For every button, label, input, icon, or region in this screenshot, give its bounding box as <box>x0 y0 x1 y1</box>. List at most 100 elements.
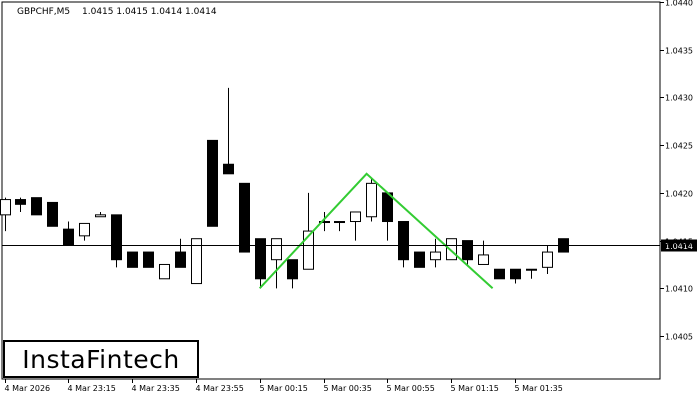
y-tick-label: 1.0440 <box>665 0 693 8</box>
bear-candle-body <box>223 163 234 175</box>
bear-candle-body <box>63 228 74 246</box>
candle <box>175 238 186 268</box>
candle <box>127 251 138 268</box>
candle <box>510 268 521 284</box>
candle <box>79 222 90 241</box>
bear-candle-body <box>175 251 186 268</box>
bull-candle-body <box>159 263 170 280</box>
candle <box>239 182 250 253</box>
y-axis: 1.04401.04351.04301.04251.04201.04151.04… <box>660 0 693 342</box>
x-tick-label: 4 Mar 23:55 <box>196 384 244 393</box>
candle <box>542 245 553 275</box>
bear-candle-body <box>494 268 505 280</box>
double-top-pattern-line <box>258 172 494 290</box>
y-tick-label: 1.0420 <box>665 190 693 199</box>
y-tick-label: 1.0430 <box>665 94 693 103</box>
watermark-text: InstaFintech <box>22 344 180 374</box>
candle <box>526 268 537 279</box>
bear-candle-body <box>510 268 521 280</box>
ohlc-values: 1.0415 1.0415 1.0414 1.0414 <box>82 7 217 17</box>
candle <box>15 197 26 212</box>
bull-candle-body <box>319 221 330 224</box>
bear-candle-body <box>47 201 58 227</box>
pattern-layer <box>258 172 494 290</box>
bull-candle-body <box>446 238 457 261</box>
x-tick-label: 4 Mar 23:35 <box>132 384 180 393</box>
bull-candle-body <box>95 214 106 218</box>
bear-candle-body <box>207 139 218 227</box>
bull-candle-body <box>303 230 314 270</box>
y-tick-label: 1.0410 <box>665 285 693 294</box>
candle <box>494 268 505 280</box>
bull-candle-body <box>334 221 345 224</box>
bull-candle-body <box>79 222 90 237</box>
candle <box>207 139 218 227</box>
bear-candle-body <box>15 199 26 205</box>
bull-candle-body <box>271 238 282 261</box>
x-tick-label: 4 Mar 23:15 <box>68 384 116 393</box>
bear-candle-body <box>255 238 266 280</box>
current-price-label: 1.0414 <box>665 242 693 251</box>
bull-candle-body <box>430 251 441 261</box>
x-tick-label: 5 Mar 00:35 <box>324 384 372 393</box>
candle <box>398 221 409 268</box>
x-tick-label: 5 Mar 01:15 <box>451 384 499 393</box>
bear-candle-body <box>127 251 138 268</box>
x-tick-label: 5 Mar 01:35 <box>515 384 563 393</box>
candle <box>31 197 42 216</box>
candle <box>350 211 361 241</box>
plot-border <box>1 1 661 380</box>
candle <box>414 251 425 268</box>
candles-layer <box>0 87 569 289</box>
candle <box>287 259 298 289</box>
candle <box>303 192 314 270</box>
candle <box>95 211 106 218</box>
y-tick-label: 1.0425 <box>665 142 693 151</box>
candle <box>446 238 457 261</box>
bear-candle-body <box>287 259 298 280</box>
bull-candle-body <box>478 254 489 265</box>
bear-candle-body <box>462 240 473 261</box>
candle <box>47 201 58 227</box>
x-tick-label: 5 Mar 00:15 <box>260 384 308 393</box>
candle <box>223 87 234 175</box>
y-tick-label: 1.0405 <box>665 333 693 342</box>
candle <box>366 178 377 222</box>
bull-candle-body <box>0 199 11 216</box>
x-tick-label: 4 Mar 2026 <box>5 384 51 393</box>
bear-candle-body <box>414 251 425 268</box>
bull-candle-body <box>366 182 377 218</box>
bull-candle-body <box>526 268 537 271</box>
candle <box>430 238 441 268</box>
current-price-line-layer: 1.0414 <box>2 239 697 252</box>
candle <box>462 240 473 265</box>
candle <box>111 214 122 268</box>
candle <box>143 251 154 268</box>
x-axis: 4 Mar 2026 4 Mar 23:15 4 Mar 23:35 4 Mar 23… <box>5 379 563 393</box>
bear-candle-body <box>398 221 409 261</box>
bull-candle-body <box>350 211 361 223</box>
current-price-tag <box>661 239 697 252</box>
candle <box>334 221 345 232</box>
candle <box>255 238 266 289</box>
instafintech-watermark: InstaFintech <box>3 340 199 378</box>
symbol-label: GBPCHF,M5 <box>17 7 70 17</box>
bull-candle-body <box>542 251 553 268</box>
y-tick-label: 1.0415 <box>665 238 693 247</box>
bear-candle-body <box>143 251 154 268</box>
bear-candle-body <box>111 214 122 261</box>
y-tick-label: 1.0435 <box>665 47 693 56</box>
candle <box>271 238 282 289</box>
bear-candle-body <box>31 197 42 216</box>
bear-candle-body <box>239 182 250 253</box>
candle <box>191 238 202 285</box>
candle <box>0 197 11 232</box>
bull-candle-body <box>191 238 202 285</box>
candle <box>478 240 489 265</box>
candle <box>159 263 170 280</box>
x-tick-label: 5 Mar 00:55 <box>387 384 435 393</box>
candle <box>319 211 330 232</box>
plot-frame <box>1 1 661 380</box>
